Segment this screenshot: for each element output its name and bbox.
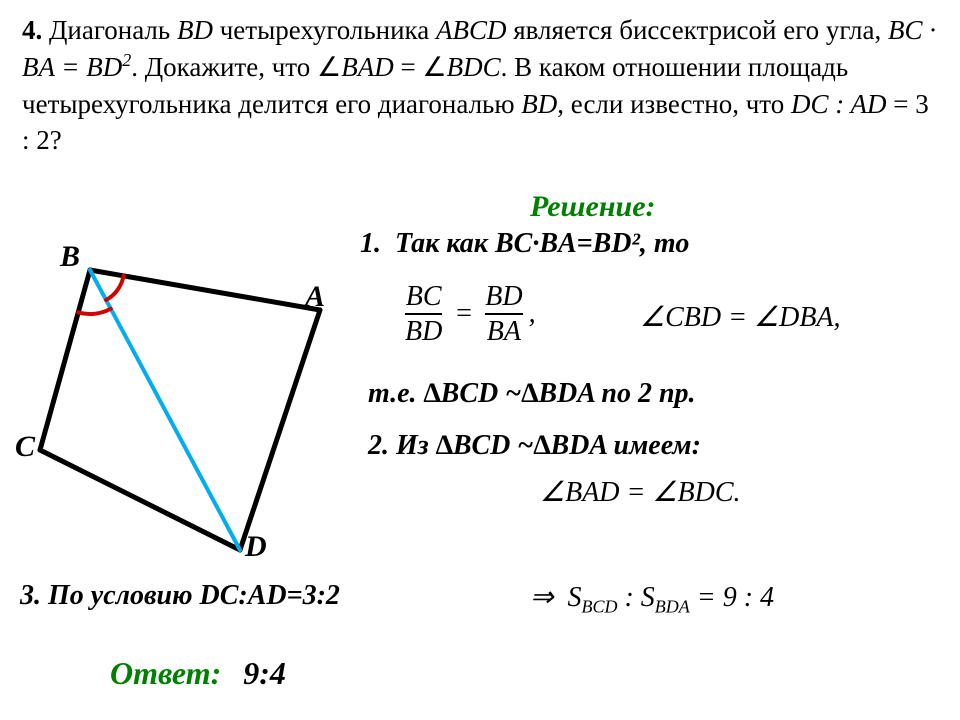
step-1-angle-equality: ∠CBD = ∠DBA,: [640, 300, 841, 334]
fraction-bc-bd: BC BD: [405, 282, 442, 347]
step-1-line-a: 1. Так как BC·BA=BD², то: [360, 228, 689, 260]
figure-svg: [10, 250, 350, 570]
step-3-result: ⇒ SBCD : SBDA = 9 : 4: [530, 580, 774, 618]
answer: Ответ: 9:4: [110, 655, 286, 692]
vertex-label-b: B: [60, 240, 80, 274]
solution-heading: Решение:: [530, 190, 656, 224]
vertex-label-c: C: [15, 430, 35, 464]
equals-sign: =: [454, 298, 473, 330]
answer-value: 9:4: [243, 655, 286, 691]
geometry-figure: B A C D: [10, 250, 350, 570]
step-1-fractions: BC BD = BD BA ,: [405, 282, 536, 347]
step-2-line: 2. Из ∆BCD ~∆BDA имеем:: [368, 430, 701, 462]
vertex-label-a: A: [305, 280, 325, 314]
fraction-bd-ba: BD BA: [485, 282, 522, 347]
comma: ,: [529, 298, 536, 330]
problem-statement: 4. Диагональ BD четырехугольника ABCD яв…: [22, 12, 940, 159]
step-3-line: 3. По условию DC:AD=3:2: [20, 580, 340, 612]
step-1-line-b: т.е. ∆BCD ~∆BDA по 2 пр.: [368, 378, 696, 410]
problem-text: Диагональ BD четырехугольника ABCD являе…: [22, 15, 936, 155]
vertex-label-d: D: [245, 530, 267, 564]
step-2-equality: ∠BAD = ∠BDC.: [540, 475, 741, 509]
answer-label: Ответ:: [110, 655, 221, 691]
problem-number: 4.: [22, 15, 42, 45]
